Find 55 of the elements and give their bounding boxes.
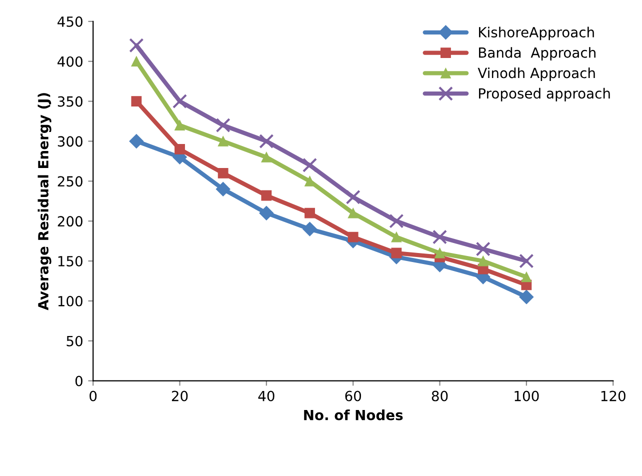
point [348,232,358,242]
x-tick-label: 120 [601,390,626,402]
point [216,182,230,196]
y-tick-label: 200 [58,216,82,227]
y-tick-label: 400 [58,56,82,67]
point [348,208,358,218]
point [259,206,274,220]
point [302,222,317,236]
y-tick-label: 450 [58,16,82,27]
x-axis-title: No. of Nodes [304,410,403,420]
point [304,176,315,186]
point [432,230,448,244]
point [261,190,272,201]
point [519,254,534,268]
point [476,242,490,256]
point [261,152,272,162]
point [131,56,142,67]
y-tick-label: 350 [58,96,82,107]
x-tick-label: 40 [258,390,274,402]
point [478,256,488,266]
point [519,290,534,304]
point [129,134,144,148]
legend-label: Banda Approach [479,47,596,61]
legend-label: Vinodh Approach [478,68,595,81]
x-tick-label: 60 [345,390,362,402]
point [259,134,274,149]
legend-label: Proposed approach [479,88,610,102]
point [129,38,144,53]
x-tick-label: 100 [514,390,539,402]
point [389,214,404,228]
point [131,96,142,106]
point [174,144,185,154]
y-tick-label: 0 [75,376,82,386]
point [218,136,228,146]
y-tick-label: 100 [58,296,82,306]
x-tick-label: 20 [172,390,188,402]
point [391,232,402,242]
y-tick-label: 50 [66,336,82,346]
point [216,118,230,133]
point [302,158,318,172]
y-tick-label: 150 [58,256,82,266]
point [346,190,360,204]
point [391,248,402,258]
y-axis-title: Average Residual Energy (J) [38,93,52,310]
point [172,94,188,109]
point [174,120,185,130]
point [434,248,445,258]
x-tick-label: 0 [90,390,97,402]
y-tick-label: 250 [58,176,82,187]
point [304,208,315,218]
y-tick-label: 300 [58,136,82,147]
point [521,272,532,282]
point [218,168,228,178]
x-tick-label: 80 [432,390,448,402]
legend-label: KishoreApproach [479,26,594,40]
